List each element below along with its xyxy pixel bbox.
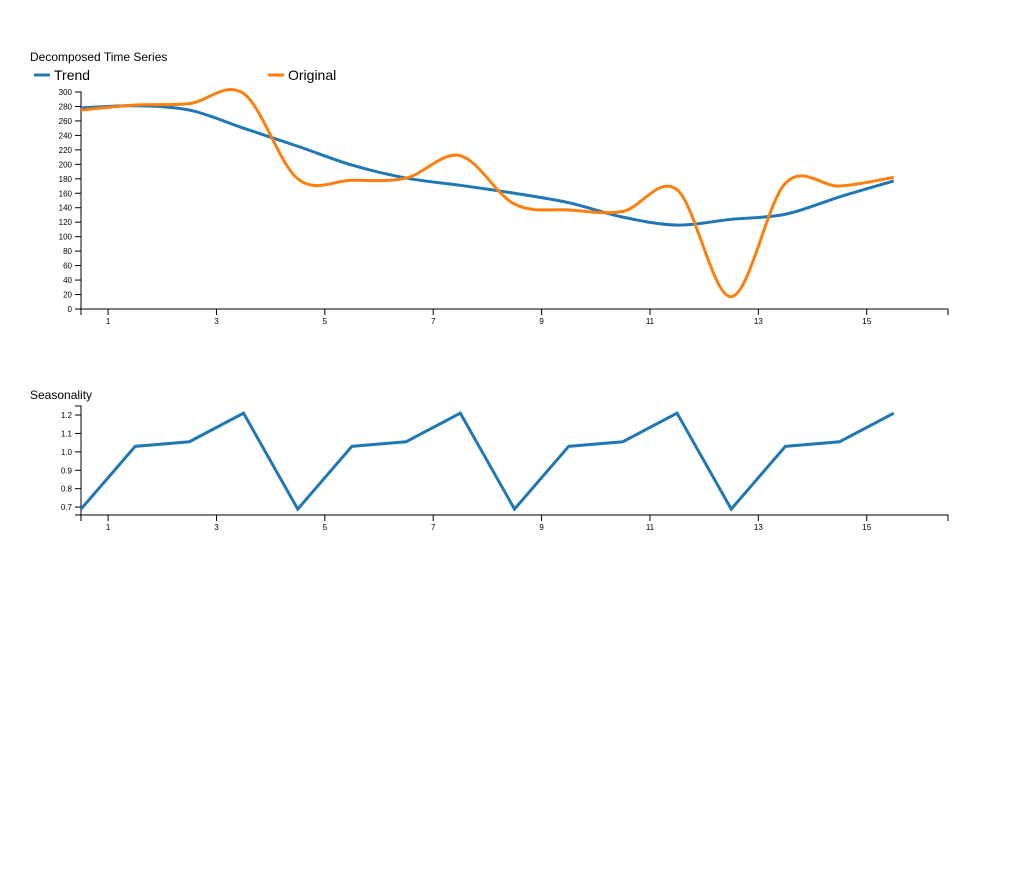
y-tick-label: 1.0	[61, 448, 73, 457]
x-tick: 7	[431, 309, 436, 326]
x-tick: 7	[431, 515, 436, 532]
x-tick: 13	[754, 515, 763, 532]
legend-label-trend: Trend	[54, 67, 90, 83]
y-tick: 0.9	[61, 466, 81, 475]
y-tick-label: 300	[59, 88, 73, 97]
x-tick-label: 13	[754, 317, 763, 326]
y-tick-label: 260	[59, 117, 73, 126]
seasonality-title: Seasonality	[30, 388, 92, 402]
x-tick-label: 15	[862, 317, 871, 326]
y-tick: 1.0	[61, 448, 81, 457]
y-tick: 180	[59, 175, 81, 184]
x-tick: 11	[646, 515, 655, 532]
x-tick-label: 15	[862, 523, 871, 532]
x-tick: 3	[214, 515, 219, 532]
y-axis-line	[75, 405, 82, 516]
y-tick: 140	[59, 204, 81, 213]
y-tick: 80	[63, 247, 81, 256]
decomposed-plot: 0 20 40 60 80 100 120 140 160 180 200 220 240 260 280 3…	[59, 87, 949, 326]
x-tick-label: 5	[323, 523, 328, 532]
seasonality-plot: 0.70.80.91.01.11.21 3 5 7 9 11 13 15	[61, 405, 949, 532]
x-tick-label: 11	[646, 317, 655, 326]
y-tick: 0.7	[61, 503, 81, 512]
y-tick-label: 140	[59, 204, 73, 213]
y-tick: 220	[59, 146, 81, 155]
y-tick: 160	[59, 189, 81, 198]
y-axis-line	[75, 91, 82, 310]
x-tick-label: 7	[431, 317, 436, 326]
y-tick: 300	[59, 88, 81, 97]
y-tick: 120	[59, 218, 81, 227]
x-tick-label: 9	[539, 523, 544, 532]
y-tick-label: 200	[59, 160, 73, 169]
x-tick: 1	[106, 515, 111, 532]
y-tick-label: 100	[59, 233, 73, 242]
x-tick-label: 5	[323, 317, 328, 326]
x-tick-label: 9	[539, 317, 544, 326]
y-tick-label: 120	[59, 218, 73, 227]
y-tick: 100	[59, 233, 81, 242]
y-tick: 240	[59, 131, 81, 140]
y-tick-label: 40	[63, 276, 72, 285]
y-tick: 200	[59, 160, 81, 169]
x-tick: 9	[539, 515, 544, 532]
x-tick-label: 3	[214, 523, 219, 532]
y-tick: 0	[68, 305, 81, 314]
y-tick-label: 0.8	[61, 485, 73, 494]
y-tick-label: 80	[63, 247, 72, 256]
x-tick-label: 1	[106, 317, 111, 326]
y-tick-label: 280	[59, 102, 73, 111]
legend: Trend Original	[34, 67, 336, 83]
y-tick: 40	[63, 276, 81, 285]
chart-title: Decomposed Time Series	[30, 50, 167, 64]
x-axis-line	[80, 514, 949, 521]
series-line-seasonality	[79, 411, 895, 512]
y-tick-label: 0.9	[61, 466, 73, 475]
y-tick: 20	[63, 291, 81, 300]
y-tick: 0.8	[61, 485, 81, 494]
y-tick: 260	[59, 117, 81, 126]
y-tick-label: 20	[63, 291, 72, 300]
x-tick: 15	[862, 309, 872, 326]
y-tick: 1.1	[61, 429, 81, 438]
x-tick: 5	[323, 309, 328, 326]
y-tick-label: 0	[68, 305, 73, 314]
x-tick-label: 11	[646, 523, 655, 532]
x-tick: 9	[539, 309, 544, 326]
y-tick: 60	[63, 262, 81, 271]
y-tick-label: 60	[63, 262, 72, 271]
y-tick-label: 180	[59, 175, 73, 184]
x-tick-label: 13	[754, 523, 763, 532]
y-tick-label: 1.2	[61, 411, 73, 420]
y-tick: 1.2	[61, 411, 81, 420]
x-tick: 15	[862, 515, 872, 532]
x-axis-line	[80, 308, 949, 315]
series-line-trend	[80, 104, 895, 227]
y-tick-label: 240	[59, 131, 73, 140]
x-tick: 11	[646, 309, 655, 326]
y-tick-label: 160	[59, 189, 73, 198]
x-tick: 1	[106, 309, 111, 326]
x-tick: 5	[323, 515, 328, 532]
x-tick: 3	[214, 309, 219, 326]
x-tick-label: 7	[431, 523, 436, 532]
y-tick-label: 220	[59, 146, 73, 155]
x-tick: 13	[754, 309, 763, 326]
x-tick-label: 3	[214, 317, 219, 326]
x-tick-label: 1	[106, 523, 111, 532]
series-line-original	[80, 87, 895, 299]
y-tick: 280	[59, 102, 81, 111]
y-tick-label: 1.1	[61, 429, 73, 438]
legend-label-original: Original	[288, 67, 336, 83]
y-tick-label: 0.7	[61, 503, 73, 512]
